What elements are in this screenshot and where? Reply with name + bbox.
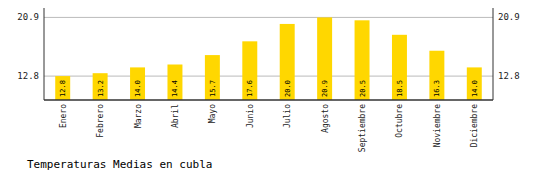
- bar: [93, 73, 108, 100]
- x-tick-label: Agosto: [321, 104, 330, 133]
- chart: 12.8 12.8 20.9 20.9 12.8 13.2 14.0 14.4 15.7 17.6…: [0, 0, 537, 174]
- bars: [55, 17, 482, 100]
- x-axis-line: [44, 99, 493, 101]
- data-label: 14.0: [134, 80, 142, 97]
- bar: [392, 35, 407, 100]
- bar: [429, 51, 444, 100]
- bar: [167, 65, 182, 100]
- x-tick-label: Noviembre: [433, 104, 442, 148]
- data-label: 14.4: [171, 80, 179, 97]
- y-axis-line: [44, 8, 45, 100]
- data-label: 20.9: [321, 80, 329, 97]
- bar: [280, 24, 295, 100]
- data-label: 20.0: [284, 80, 292, 97]
- y-tick-label: 12.8: [17, 71, 39, 81]
- data-label: 12.8: [59, 80, 67, 97]
- data-label: 17.6: [246, 80, 254, 97]
- data-label: 15.7: [209, 80, 217, 97]
- data-label: 18.5: [396, 80, 404, 97]
- x-tick-label: Enero: [59, 104, 68, 128]
- title: Temperaturas Medias en cubla: [27, 158, 212, 171]
- x-tick-label: Diciembre: [470, 104, 479, 148]
- bar: [242, 41, 257, 100]
- x-tick-label: Abril: [171, 104, 180, 128]
- y-tick-label: 20.9: [498, 12, 520, 22]
- data-label: 20.5: [359, 80, 367, 97]
- x-tick-label: Mayo: [208, 104, 217, 123]
- bar: [205, 55, 220, 100]
- bar: [317, 17, 332, 100]
- x-tick-label: Febrero: [96, 104, 105, 138]
- x-tick-label: Octubre: [395, 104, 404, 138]
- x-tick-label: Septiembre: [358, 104, 367, 152]
- bar: [355, 20, 370, 100]
- bar: [55, 76, 70, 100]
- data-label: 16.3: [433, 80, 441, 97]
- bar: [130, 67, 145, 100]
- y-tick-label: 12.8: [498, 71, 520, 81]
- x-tick-label: Marzo: [134, 104, 143, 128]
- y-tick-label: 20.9: [17, 12, 39, 22]
- grid-line: [44, 76, 493, 77]
- bar: [467, 67, 482, 100]
- x-tick-label: Julio: [283, 104, 292, 128]
- x-tick-label: Junio: [246, 104, 255, 128]
- y2-axis-line: [493, 8, 494, 100]
- grid-line: [44, 17, 493, 18]
- data-label: 13.2: [97, 80, 105, 97]
- data-label: 14.0: [471, 80, 479, 97]
